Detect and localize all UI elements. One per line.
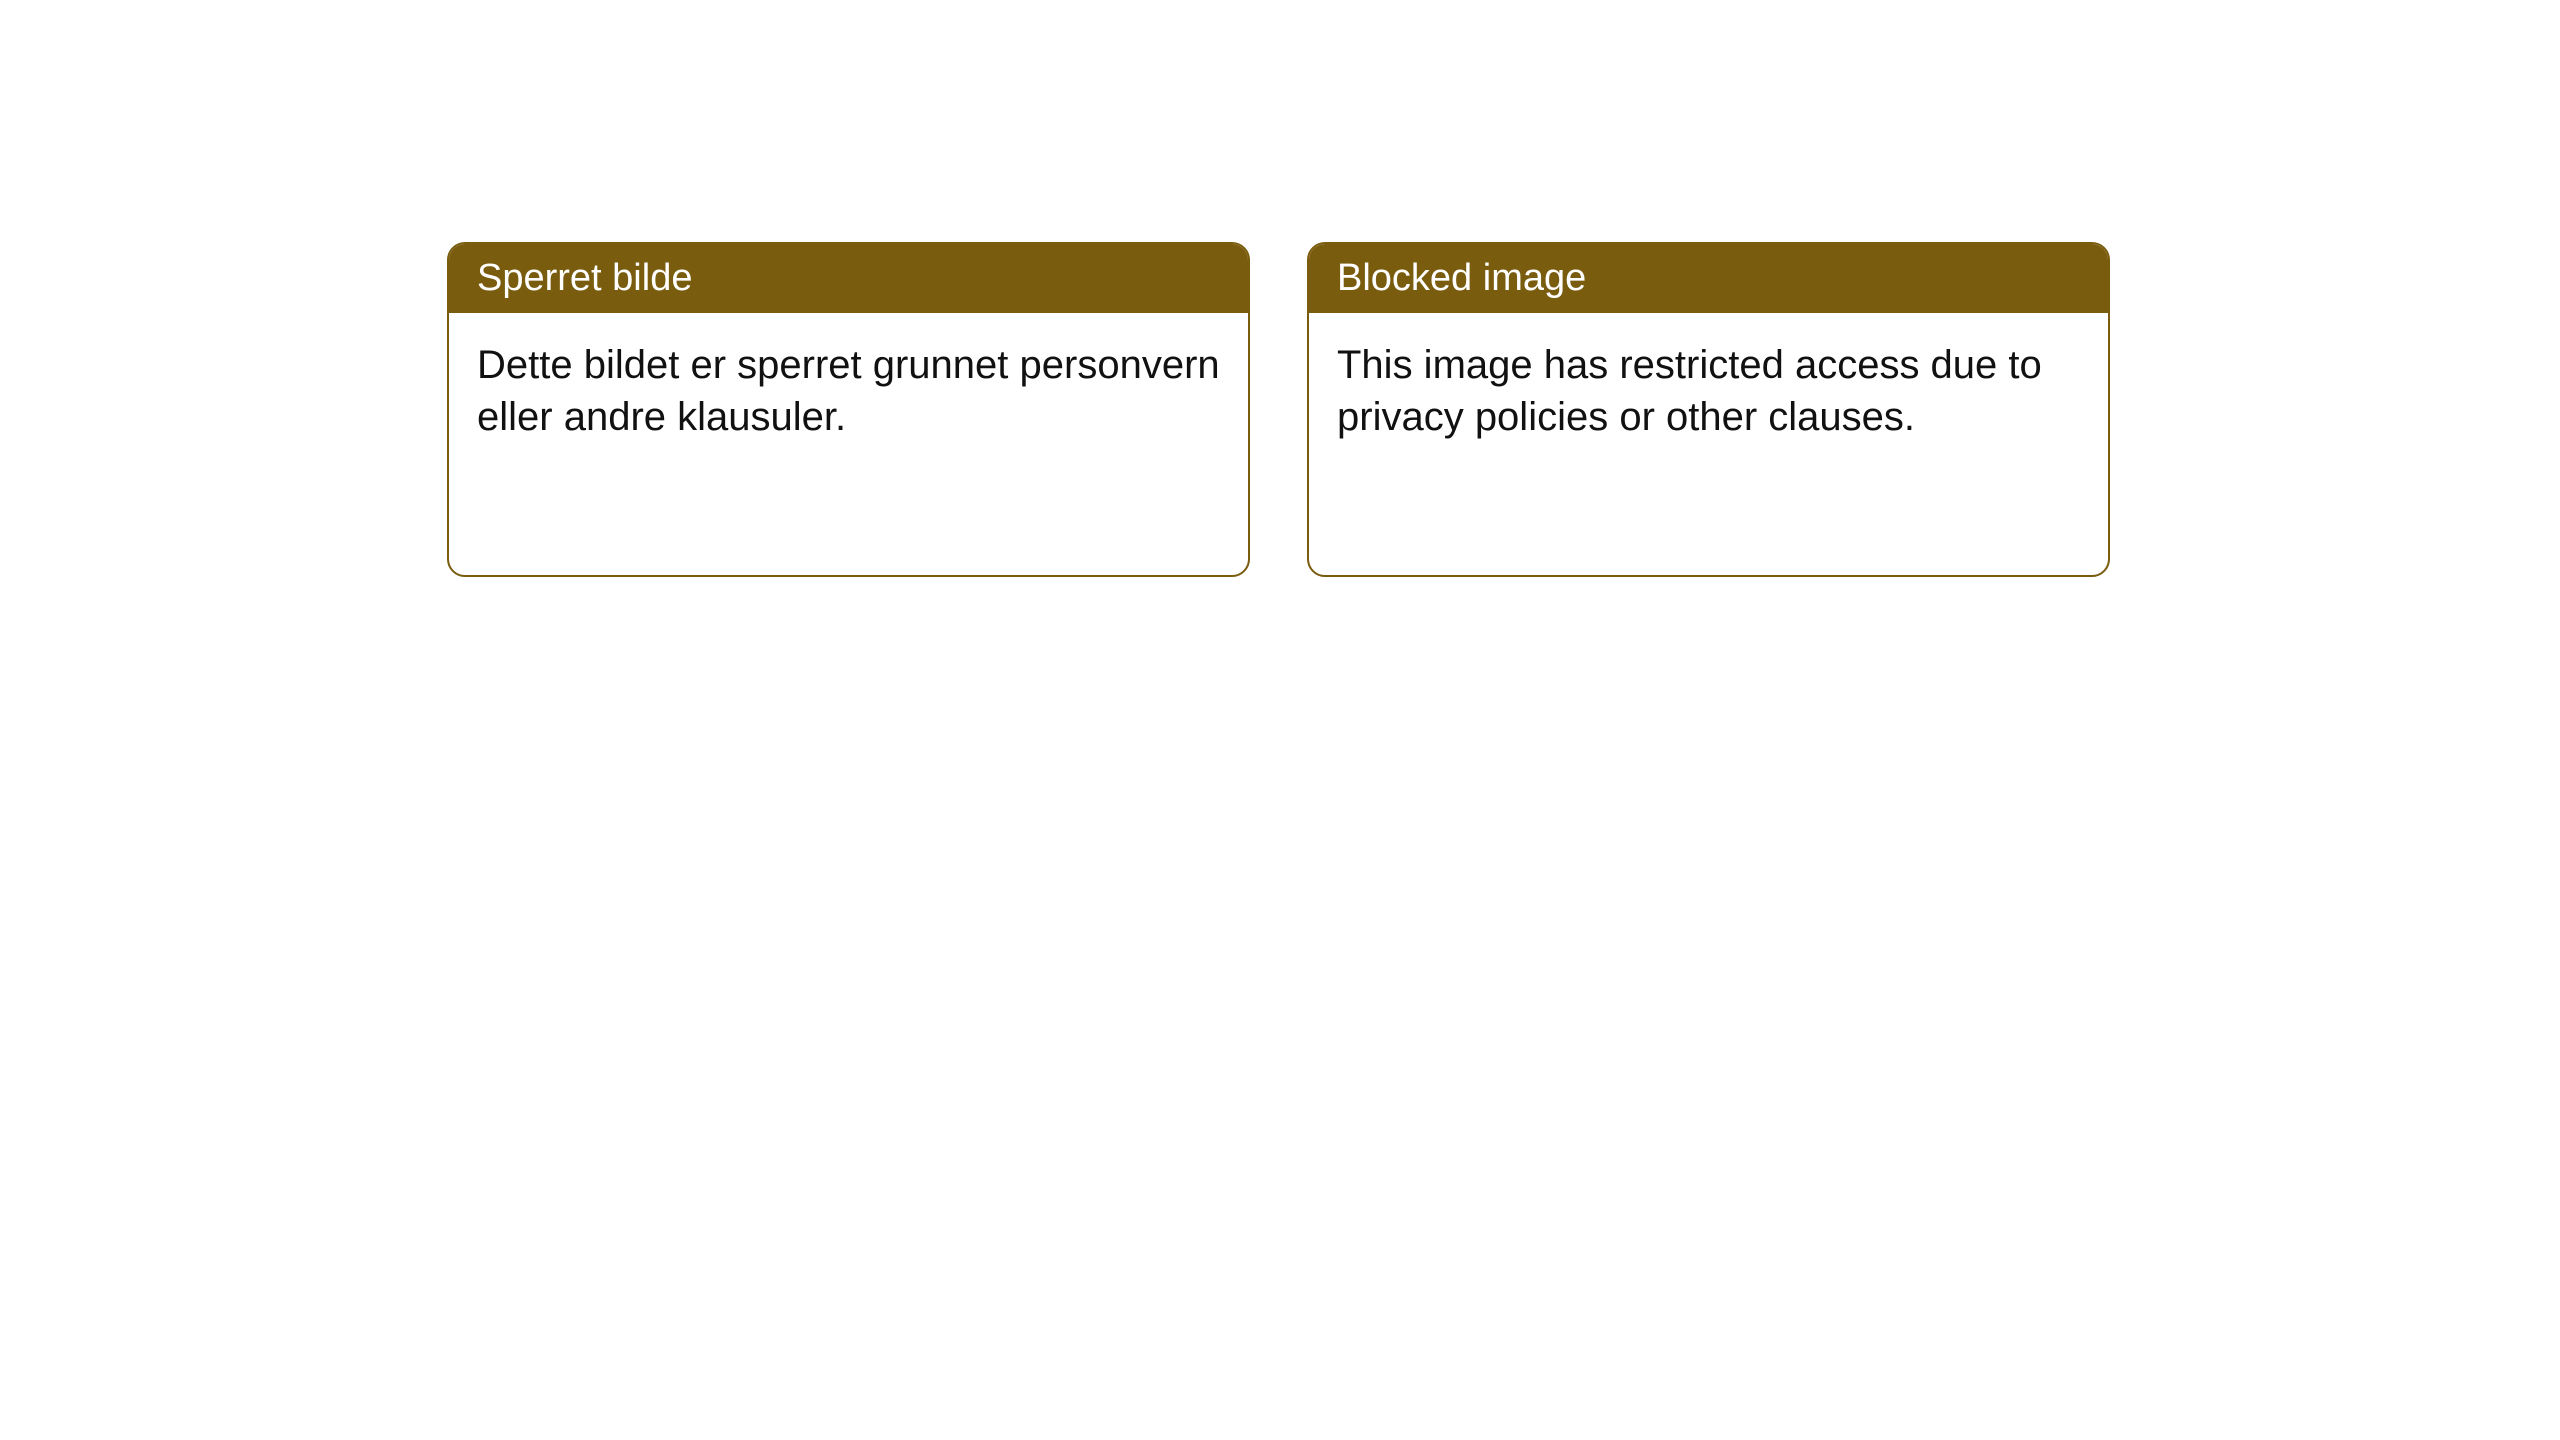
notice-body: Dette bildet er sperret grunnet personve… <box>449 313 1248 469</box>
notice-card-english: Blocked image This image has restricted … <box>1307 242 2110 577</box>
notice-body: This image has restricted access due to … <box>1309 313 2108 469</box>
notice-header: Blocked image <box>1309 244 2108 313</box>
notice-title: Sperret bilde <box>477 257 692 299</box>
notice-title: Blocked image <box>1337 257 1586 299</box>
notice-body-text: Dette bildet er sperret grunnet personve… <box>477 343 1220 439</box>
notices-container: Sperret bilde Dette bildet er sperret gr… <box>447 242 2110 577</box>
notice-header: Sperret bilde <box>449 244 1248 313</box>
notice-card-norwegian: Sperret bilde Dette bildet er sperret gr… <box>447 242 1250 577</box>
notice-body-text: This image has restricted access due to … <box>1337 343 2042 439</box>
